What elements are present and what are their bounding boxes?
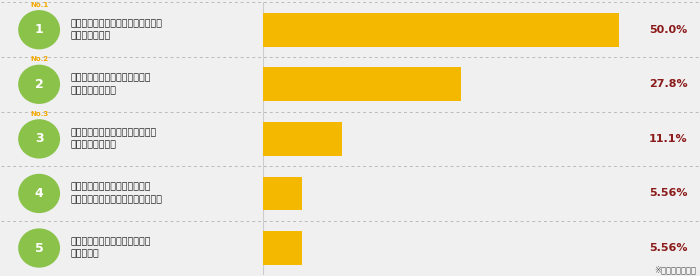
Text: 勤めている保育園・保育施設が
廃園になる: 勤めている保育園・保育施設が 廃園になる bbox=[71, 237, 151, 259]
Text: No.3: No.3 bbox=[30, 111, 48, 117]
Text: 1: 1 bbox=[35, 23, 43, 36]
Ellipse shape bbox=[18, 228, 60, 268]
Ellipse shape bbox=[18, 119, 60, 158]
Text: 5.56%: 5.56% bbox=[649, 189, 687, 198]
Text: 50.0%: 50.0% bbox=[649, 25, 687, 35]
Text: 3: 3 bbox=[35, 132, 43, 145]
FancyBboxPatch shape bbox=[262, 13, 619, 47]
Text: 27.8%: 27.8% bbox=[649, 79, 687, 89]
Text: 11.1%: 11.1% bbox=[649, 134, 687, 144]
Ellipse shape bbox=[18, 10, 60, 49]
Text: 4: 4 bbox=[35, 187, 43, 200]
Text: 5.56%: 5.56% bbox=[649, 243, 687, 253]
FancyBboxPatch shape bbox=[262, 231, 302, 265]
Text: 保育園・保育施設責任者の方针
がころころ変わる: 保育園・保育施設責任者の方针 がころころ変わる bbox=[71, 73, 151, 95]
FancyBboxPatch shape bbox=[262, 122, 342, 156]
Text: 5: 5 bbox=[35, 242, 43, 254]
Ellipse shape bbox=[18, 174, 60, 213]
FancyBboxPatch shape bbox=[262, 177, 302, 210]
Text: 2: 2 bbox=[35, 78, 43, 91]
Text: 勤めている保育園・保育施設の
運営が別法人になり、環境が変わる: 勤めている保育園・保育施設の 運営が別法人になり、環境が変わる bbox=[71, 183, 162, 204]
FancyBboxPatch shape bbox=[262, 67, 461, 101]
Text: No.2: No.2 bbox=[30, 57, 48, 62]
Ellipse shape bbox=[18, 65, 60, 104]
Text: 残業が多い、休みが取れないなど、
とにかく屑しい: 残業が多い、休みが取れないなど、 とにかく屑しい bbox=[71, 19, 162, 41]
Text: ※自社データ調べ: ※自社データ調べ bbox=[654, 265, 696, 274]
Text: No.1: No.1 bbox=[30, 2, 48, 8]
Text: 子どもの人数に対して、保育士の
人数が適切でない: 子どもの人数に対して、保育士の 人数が適切でない bbox=[71, 128, 157, 150]
